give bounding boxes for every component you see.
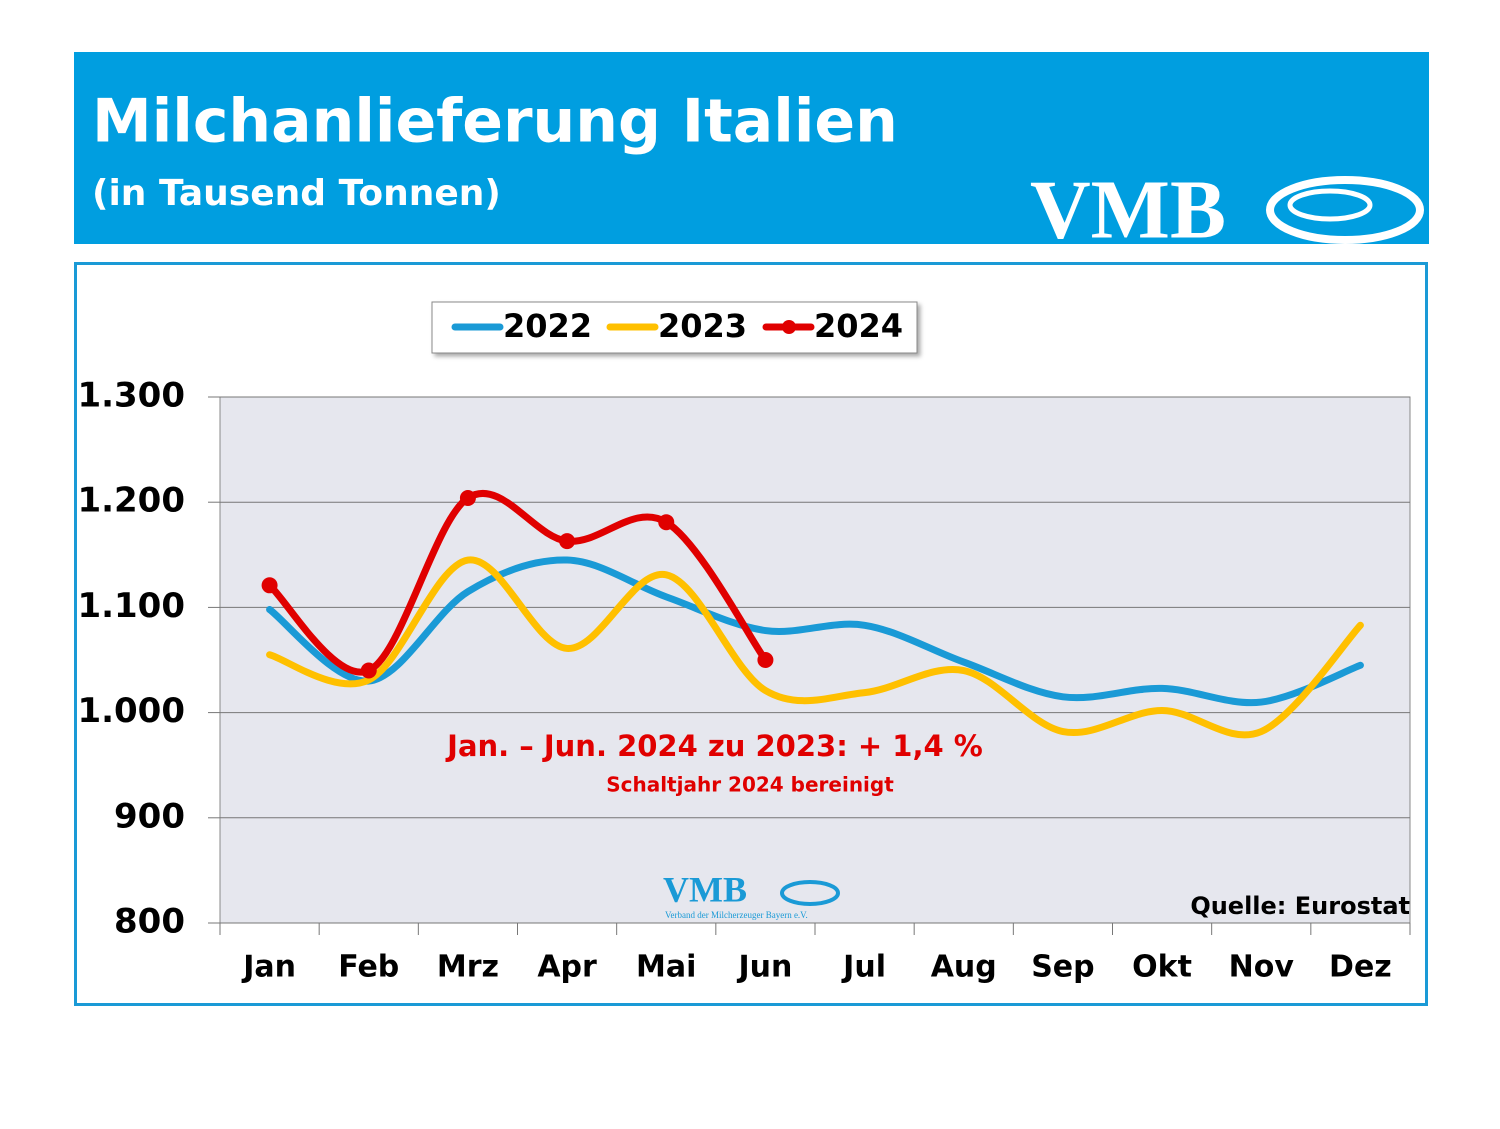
x-tick-label: Jul: [841, 950, 886, 985]
series-line: [266, 489, 769, 676]
legend-marker: [782, 320, 796, 334]
x-tick-label: Mai: [636, 950, 696, 985]
annotation-note: Schaltjahr 2024 bereinigt: [606, 773, 894, 797]
y-tick-label: 1.300: [77, 376, 185, 416]
x-tick-label: Okt: [1132, 950, 1192, 985]
logo-swirl: [1266, 176, 1424, 244]
source: Quelle: Eurostat: [1190, 892, 1410, 920]
annotation: Jan. – Jun. 2024 zu 2023: + 1,4 %: [445, 729, 983, 763]
data-point: [559, 533, 576, 550]
logo-swirl: [1287, 188, 1373, 222]
y-tick-label: 1.100: [77, 586, 185, 626]
series-line: [266, 556, 1364, 707]
title: Milchanlieferung Italien: [92, 87, 898, 157]
legend-label: 2022: [503, 307, 592, 345]
subtitle: (in Tausend Tonnen): [92, 173, 501, 214]
watermark-swirl: [780, 880, 840, 906]
x-tick-label: Apr: [537, 950, 597, 985]
data-point: [360, 662, 377, 679]
x-tick-label: Dez: [1329, 950, 1392, 985]
x-tick-label: Nov: [1229, 950, 1295, 985]
x-tick-label: Jun: [736, 950, 792, 985]
header-band: [74, 52, 1429, 244]
plot-area: [219, 396, 1411, 924]
data-point: [757, 652, 774, 668]
y-tick-label: 1.200: [77, 481, 185, 521]
y-tick-label: 1.000: [77, 691, 185, 731]
x-tick-label: Jan: [241, 950, 296, 985]
x-tick-label: Mrz: [437, 950, 499, 985]
series-line: [266, 556, 1364, 739]
data-point: [658, 514, 675, 531]
legend-label: 2024: [814, 307, 903, 345]
x-tick-label: Aug: [931, 950, 997, 985]
data-point: [261, 577, 278, 594]
data-point: [459, 489, 476, 506]
x-tick-label: Feb: [338, 950, 399, 985]
legend-box: [431, 301, 918, 354]
watermark-logo: VMB: [663, 869, 747, 909]
x-tick-label: Sep: [1031, 950, 1094, 985]
legend-label: 2023: [658, 307, 747, 345]
logo: VMB: [1030, 163, 1226, 256]
watermark-caption: Verband der Milcherzeuger Bayern e.V.: [665, 910, 808, 920]
y-tick-label: 800: [114, 902, 185, 942]
y-tick-label: 900: [114, 796, 185, 836]
